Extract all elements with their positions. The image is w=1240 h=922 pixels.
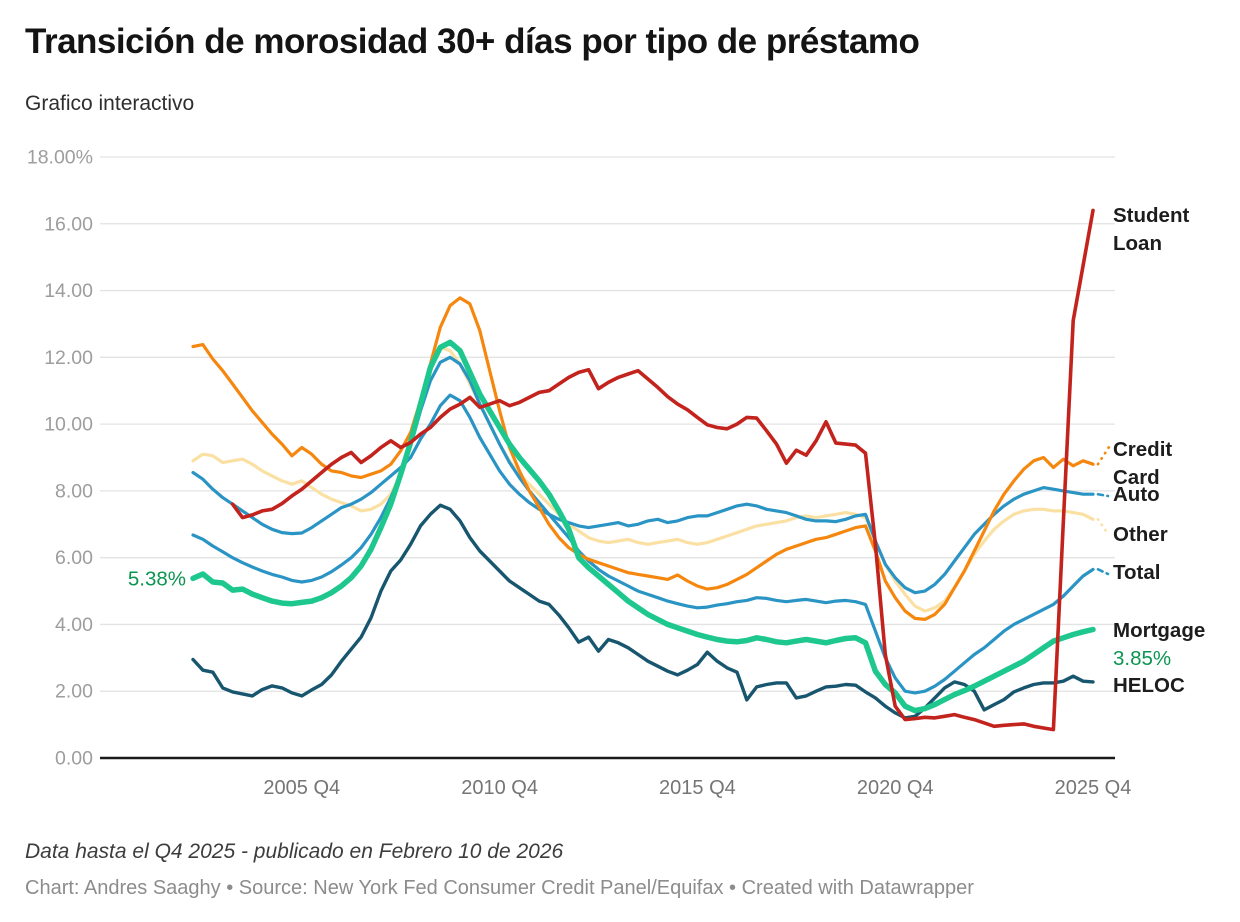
y-tick-label-12: 12.00 — [44, 347, 93, 369]
series-line-credit_card[interactable] — [191, 296, 1095, 621]
y-tick-label-2: 2.00 — [55, 681, 93, 703]
label-connector-total — [1096, 568, 1110, 576]
series-line-other[interactable] — [191, 345, 1095, 613]
series-label-mortgage: Mortgage — [1113, 619, 1205, 642]
series-label-heloc: HELOC — [1113, 674, 1185, 697]
label-connector-credit_card — [1096, 445, 1111, 466]
series-label-credit_card-2: Card — [1113, 466, 1160, 489]
series-line-heloc[interactable] — [191, 503, 1095, 720]
x-tick-label-2015-q4: 2015 Q4 — [659, 777, 736, 799]
x-tick-label-2020-q4: 2020 Q4 — [857, 777, 934, 799]
series-label-auto: Auto — [1113, 483, 1160, 506]
x-tick-label-2005-q4: 2005 Q4 — [263, 777, 340, 799]
y-tick-label-18: 18.00% — [27, 147, 93, 169]
delinquency-line-chart: 18.00% 16.00 14.00 12.00 10.00 8.00 6.00 4.00 2.… — [27, 147, 1205, 800]
x-tick-label-2025-q4: 2025 Q4 — [1055, 777, 1132, 799]
series-line-mortgage[interactable] — [190, 339, 1096, 714]
series-line-total[interactable] — [191, 355, 1095, 695]
annotation-mortgage-start: 5.38% — [128, 567, 186, 590]
series-label-student_loan-2: Loan — [1113, 232, 1162, 255]
y-tick-label-10: 10.00 — [44, 414, 93, 436]
y-tick-label-8: 8.00 — [55, 480, 93, 502]
chart-byline: Chart: Andres Saaghy • Source: New York … — [25, 877, 974, 899]
y-tick-label-14: 14.00 — [44, 280, 93, 302]
label-connector-auto — [1096, 492, 1110, 498]
series-label-credit_card-1: Credit — [1113, 438, 1172, 461]
series-line-student_loan[interactable] — [230, 208, 1095, 732]
series-line-auto[interactable] — [191, 393, 1095, 595]
series-label-student_loan-1: Student — [1113, 204, 1189, 227]
series-label-total: Total — [1113, 561, 1160, 584]
y-tick-label-16: 16.00 — [44, 213, 93, 235]
y-tick-label-4: 4.00 — [55, 614, 93, 636]
page-title: Transición de morosidad 30+ días por tip… — [25, 22, 920, 61]
y-tick-label-6: 6.00 — [55, 547, 93, 569]
x-tick-label-2010-q4: 2010 Q4 — [461, 777, 538, 799]
chart-subtitle: Grafico interactivo — [25, 92, 195, 115]
data-note: Data hasta el Q4 2025 - publicado en Feb… — [25, 840, 564, 863]
y-tick-label-0: 0.00 — [55, 748, 93, 770]
label-connector-other — [1096, 517, 1110, 536]
series-label-other: Other — [1113, 523, 1168, 546]
annotation-mortgage-end: 3.85% — [1113, 647, 1171, 670]
